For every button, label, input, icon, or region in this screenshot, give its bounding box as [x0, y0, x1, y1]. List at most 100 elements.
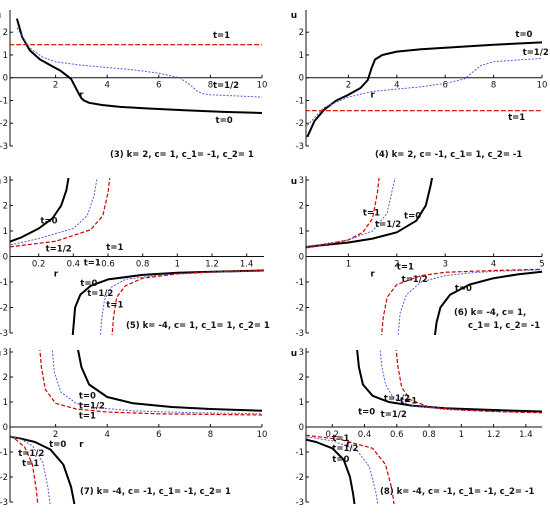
y-tick-label: 2 [299, 28, 304, 38]
y-tick-label: 0 [3, 74, 8, 84]
x-tick-label: 2 [53, 81, 58, 91]
chart-panel-5: -3-2-101230.20.40.60.811.21.4urt=0t=1/2t… [0, 176, 270, 339]
y-tick-label: -3 [296, 142, 304, 152]
x-tick-label: 0.4 [358, 430, 372, 440]
y-tick-label: -2 [0, 473, 8, 483]
x-tick-label: 3 [442, 260, 447, 270]
series-group [10, 350, 263, 504]
y-tick-label: -1 [296, 278, 304, 288]
x-tick-label: 0.8 [422, 430, 436, 440]
y-tick-label: 1 [299, 398, 304, 408]
x-tick-label: 6 [442, 81, 447, 91]
curve-label: t=1 [84, 258, 101, 268]
curve-label: t=0 [455, 284, 472, 294]
curve-label: t=1 [106, 243, 123, 253]
y-tick-label: -2 [296, 119, 304, 129]
y-axis-label: u [291, 349, 297, 359]
y-tick-label: 1 [299, 227, 304, 237]
curve-label: t=1/2 [79, 401, 105, 411]
series-line-t1 [306, 350, 543, 504]
curve-label: t=1 [79, 411, 96, 421]
curve-label: t=1/2 [46, 244, 72, 254]
x-tick-label: 6 [156, 81, 161, 91]
curve-label: t=0 [404, 211, 421, 221]
x-tick-label: 0.4 [67, 260, 81, 270]
x-tick-label: 0.8 [136, 260, 150, 270]
curve-label: t=1/2 [523, 48, 549, 58]
x-tick-label: 8 [208, 81, 213, 91]
curve-label: t=1 [400, 396, 417, 406]
x-tick-label: 0.6 [390, 430, 404, 440]
curve-label: t=1/2 [381, 410, 407, 420]
y-tick-label: 0 [3, 253, 8, 263]
x-tick-label: 10 [257, 81, 268, 91]
curve-label: t=1/2 [384, 394, 410, 404]
x-tick-label: 1.2 [487, 430, 501, 440]
curve-label: t=0 [332, 455, 349, 465]
y-tick-label: -2 [0, 119, 8, 129]
y-tick-label: 0 [3, 423, 8, 433]
curve-label: t=0 [216, 116, 233, 126]
curve-label: t=0 [358, 408, 375, 418]
x-tick-label: 1.4 [519, 430, 533, 440]
curve-label: t=1/2 [332, 444, 358, 454]
y-tick-label: 2 [3, 373, 8, 383]
series-line-t0 [306, 350, 543, 504]
y-tick-label: -3 [296, 329, 304, 339]
x-tick-label: 0.2 [326, 430, 340, 440]
x-tick-label: 1.4 [240, 260, 254, 270]
x-tick-label: 8 [208, 430, 213, 440]
y-tick-label: 2 [3, 28, 8, 38]
x-tick-label: 0.6 [101, 260, 115, 270]
y-tick-label: 1 [3, 51, 8, 61]
y-axis-label: u [0, 177, 1, 187]
curve-label: t=1/2 [213, 81, 239, 91]
curve-label: t=1/2 [87, 289, 113, 299]
y-axis-label: u [291, 11, 297, 21]
curve-label: t=1 [363, 209, 380, 219]
y-tick-label: 3 [299, 176, 304, 186]
series-group [10, 18, 263, 114]
chart-panel-7: -3-2-10123246810urt=0t=1/2t=1t=0t=1/2t=1… [0, 348, 267, 508]
series-line-t1-2 [306, 57, 543, 126]
series-line-t1-2 [10, 350, 263, 504]
x-axis-label: r [79, 91, 84, 101]
x-tick-label: 1.2 [205, 260, 219, 270]
y-axis-label: u [291, 177, 297, 187]
panel-caption: (3) k= 2, c= 1, c_1= -1, c_2= 1 [110, 150, 254, 160]
y-tick-label: -1 [0, 96, 8, 106]
x-tick-label: 8 [491, 81, 496, 91]
curve-label: t=0 [515, 30, 532, 40]
x-tick-label: 10 [537, 81, 548, 91]
curve-label: t=0 [49, 440, 66, 450]
curve-label: t=1 [213, 31, 230, 41]
curve-label: t=0 [80, 279, 97, 289]
y-tick-label: 2 [299, 202, 304, 212]
x-axis-label: r [370, 91, 375, 101]
y-axis-label: u [0, 349, 1, 359]
y-tick-label: 3 [299, 348, 304, 358]
curve-label: t=0 [79, 391, 96, 401]
curve-label: t=1/2 [18, 449, 44, 459]
x-axis-label: r [54, 270, 59, 280]
y-tick-label: -1 [296, 96, 304, 106]
curve-label: t=1 [332, 434, 349, 444]
y-tick-label: -2 [296, 473, 304, 483]
y-tick-label: -3 [0, 329, 8, 339]
y-tick-label: -3 [0, 142, 8, 152]
y-tick-label: -1 [0, 448, 8, 458]
curve-label: t=1/2 [402, 275, 428, 285]
x-tick-label: 6 [156, 430, 161, 440]
y-axis-label: u [0, 11, 1, 21]
x-tick-label: 1 [175, 260, 180, 270]
panel-caption: (8) k= -4, c= -1, c_1= -1, c_2= -1 [380, 487, 534, 497]
y-tick-label: -1 [296, 448, 304, 458]
y-tick-label: 2 [299, 373, 304, 383]
x-axis-label: r [346, 440, 351, 450]
y-tick-label: 0 [299, 74, 304, 84]
series-group [10, 178, 265, 335]
x-tick-label: 4 [104, 81, 109, 91]
x-tick-label: 1 [346, 260, 351, 270]
